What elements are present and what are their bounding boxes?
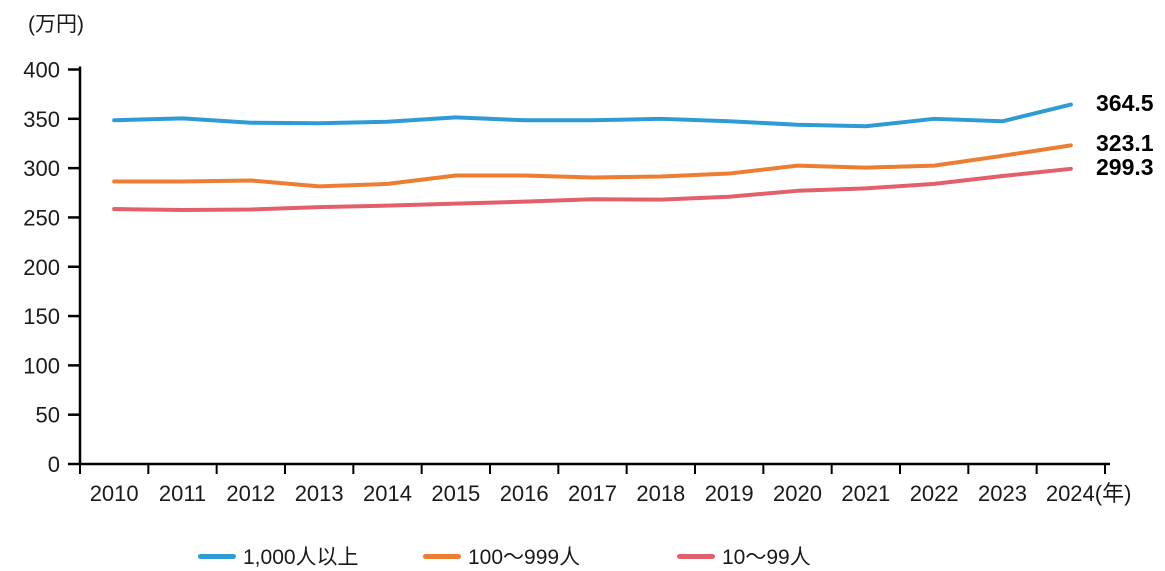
legend-item-large: 1,000人以上 — [198, 541, 359, 571]
x-tick-label: 2010 — [90, 481, 139, 506]
x-tick-label: 2015 — [431, 481, 480, 506]
x-tick-label: 2012 — [226, 481, 275, 506]
legend-label-small: 10〜99人 — [722, 546, 811, 569]
legend-swatch-large — [198, 553, 236, 559]
legend-label-medium: 100〜999人 — [468, 546, 581, 569]
series-line-2 — [112, 166, 1073, 213]
y-tick-label: 150 — [23, 304, 60, 329]
y-tick-label: 400 — [23, 58, 60, 83]
y-axis-unit-label: (万円) — [28, 13, 84, 36]
series-line-0 — [112, 102, 1073, 129]
legend-label-large: 1,000人以上 — [243, 546, 359, 569]
x-tick-label: 2017 — [568, 481, 617, 506]
y-tick-label: 250 — [23, 205, 60, 230]
y-tick-label: 350 — [23, 107, 60, 132]
y-tick-label: 300 — [23, 156, 60, 181]
plot-area: 0 50 100 150 200 250 300 350 400 2010 2011 2012 2013… — [23, 58, 1132, 507]
series-end-label-small: 299.3 — [1096, 153, 1154, 180]
y-tick-label: 50 — [36, 403, 60, 428]
legend-swatch-medium — [423, 553, 461, 559]
series-end-label-medium: 323.1 — [1096, 130, 1154, 157]
x-tick-label: 2016 — [500, 481, 549, 506]
series-end-label-large: 364.5 — [1096, 89, 1154, 116]
x-tick-label: 2023 — [978, 481, 1027, 506]
y-tick-label: 0 — [48, 452, 60, 477]
legend-swatch-small — [677, 553, 715, 559]
x-tick-label: 2024(年) — [1046, 481, 1132, 506]
x-tick-label: 2022 — [910, 481, 959, 506]
x-tick-label: 2018 — [636, 481, 685, 506]
legend-item-small: 10〜99人 — [677, 541, 811, 571]
x-tick-label: 2019 — [705, 481, 754, 506]
x-tick-label: 2020 — [773, 481, 822, 506]
x-tick-label: 2013 — [295, 481, 344, 506]
x-tick-label: 2021 — [841, 481, 890, 506]
x-tick-label: 2011 — [159, 481, 206, 506]
y-tick-label: 200 — [23, 255, 60, 280]
y-tick-label: 100 — [23, 353, 60, 378]
x-tick-label: 2014 — [363, 481, 412, 506]
legend-item-medium: 100〜999人 — [423, 541, 580, 571]
series-line-1 — [112, 143, 1073, 189]
